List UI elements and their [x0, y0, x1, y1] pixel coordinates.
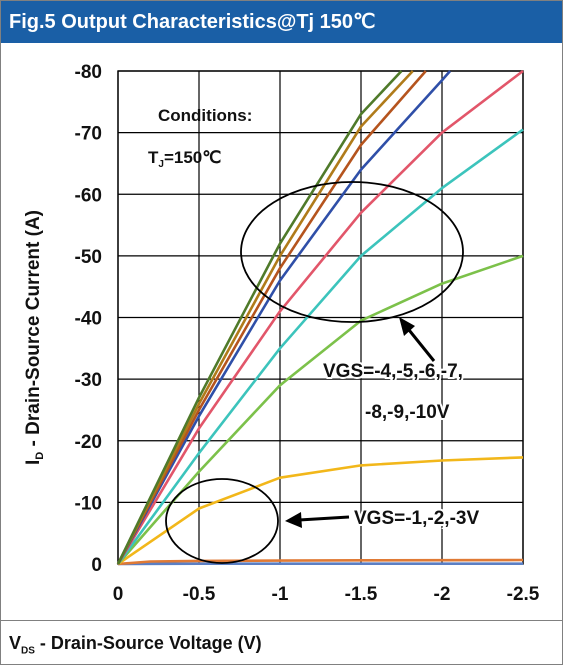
output-characteristics-chart: 0 -0.5 -1 -1.5 -2 -2.5 0 -10 -20 -30 -40 -50 -60 -70 -… [1, 43, 562, 620]
annotation-layer: Conditions: TJ=150℃ VGS=-4,-5,-6,-7, -8,-9,… [148, 106, 479, 563]
y-tick-label: 0 [91, 555, 102, 576]
conditions-label: Conditions: [158, 106, 252, 125]
y-tick-label: -70 [75, 124, 102, 145]
grid-layer [118, 71, 523, 564]
x-axis-label-rest: - Drain-Source Voltage (V) [35, 633, 262, 653]
x-axis-label: VDS - Drain-Source Voltage (V) [9, 628, 262, 658]
y-tick-label: -60 [75, 185, 102, 206]
lower-group-label: VGS=-1,-2,-3V [354, 508, 479, 529]
y-tick-label: -80 [75, 62, 102, 83]
lower-group-arrowhead [285, 512, 302, 528]
upper-group-label-line2: -8,-9,-10V [365, 402, 450, 423]
y-tick-label: -50 [75, 247, 102, 268]
x-tick-label: -2.5 [507, 584, 540, 605]
x-tick-label: -0.5 [183, 584, 216, 605]
y-axis-label: ID - Drain-Source Current (A) [23, 210, 46, 465]
figure-title: Fig.5 Output Characteristics@Tj 150℃ [1, 1, 562, 43]
y-tick-label: -10 [75, 493, 102, 514]
y-tick-label: -20 [75, 432, 102, 453]
x-tick-label: -1 [272, 584, 289, 605]
upper-group-label-line1: VGS=-4,-5,-6,-7, [323, 361, 463, 382]
footer-divider [1, 620, 562, 621]
x-axis-label-subscript: DS [21, 646, 35, 657]
lower-group-arrow [299, 517, 349, 520]
y-tick-label: -40 [75, 309, 102, 330]
x-tick-label: 0 [113, 584, 124, 605]
x-axis-label-main: V [9, 633, 21, 653]
x-tick-label: -1.5 [345, 584, 378, 605]
y-tick-label: -30 [75, 370, 102, 391]
x-tick-label: -2 [434, 584, 451, 605]
tj-condition-label: TJ=150℃ [148, 148, 221, 170]
